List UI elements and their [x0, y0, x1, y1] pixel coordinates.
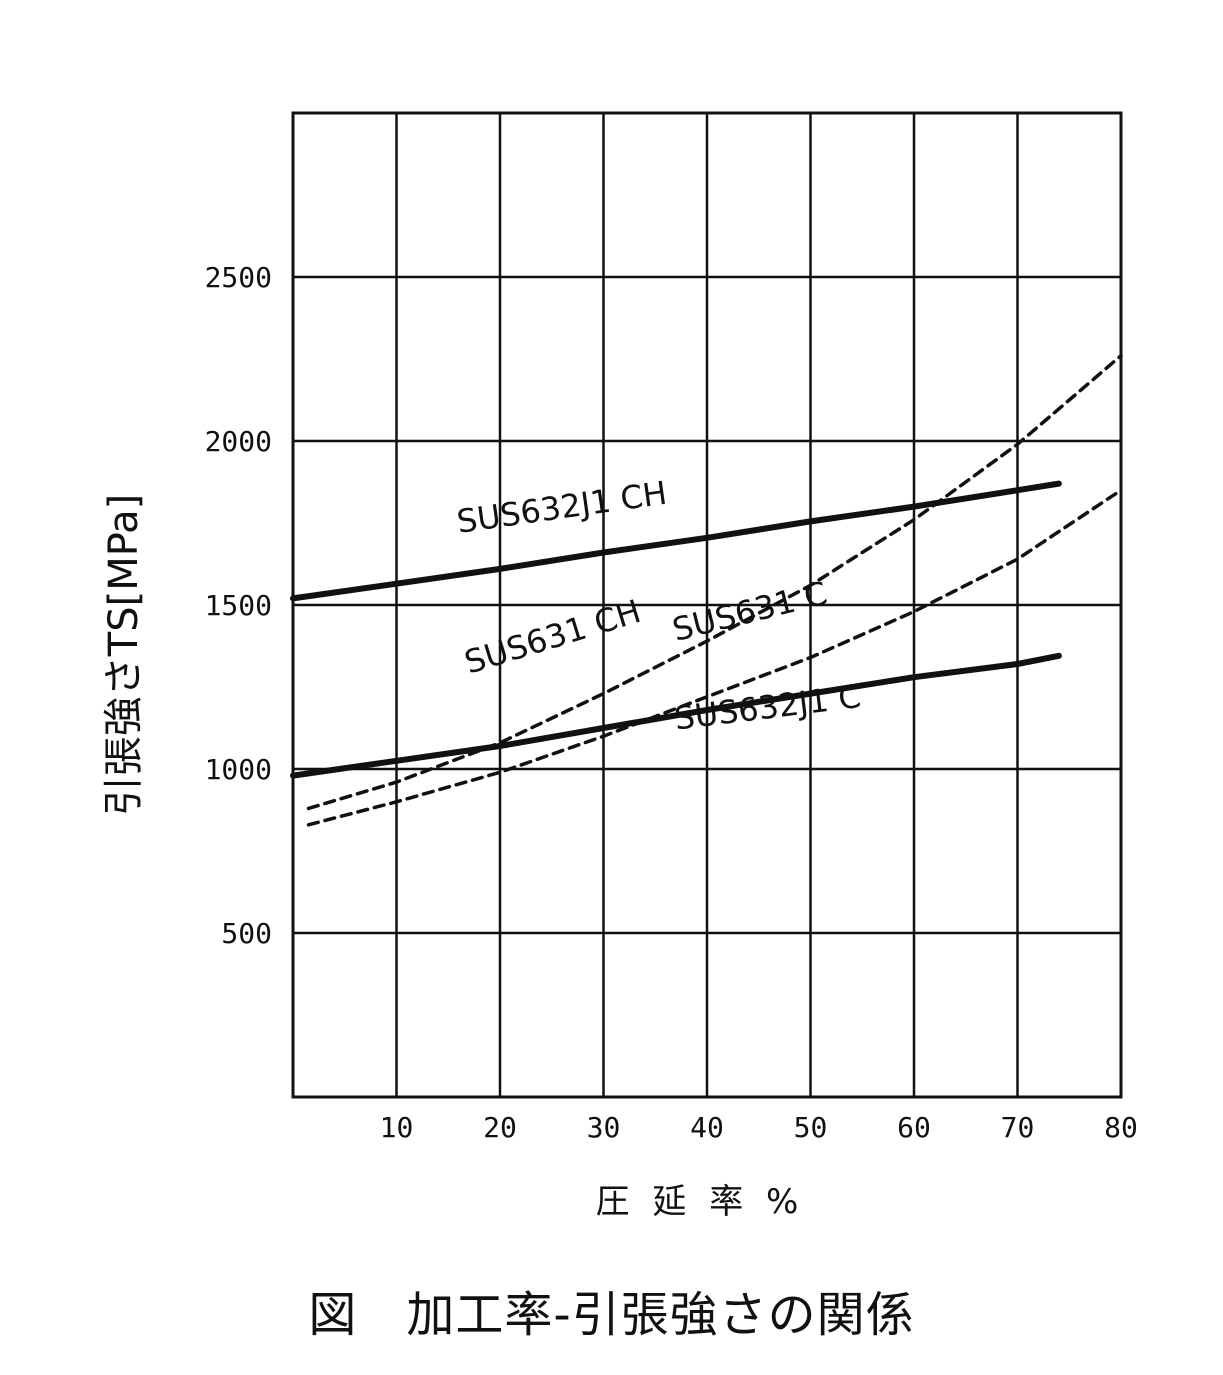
y-axis-label: 引張強さTS[MPa]	[101, 494, 147, 816]
x-tick-label: 50	[794, 1111, 828, 1144]
series-line	[290, 652, 1062, 779]
figure-caption: 図 加工率-引張強さの関係	[308, 1287, 915, 1343]
chart: 10 20 30 40 50 60 70 80 500 1000 1500 2000 2500 SUS6…	[101, 111, 1138, 1222]
plot-frame	[291, 111, 1123, 1099]
y-tick-label: 2500	[205, 261, 272, 294]
x-axis-label: 圧 延 率 %	[596, 1182, 805, 1222]
y-tick-label: 1000	[205, 753, 272, 786]
series-label: SUS631 C	[669, 574, 831, 649]
grid	[293, 113, 1123, 1097]
series-line	[306, 488, 1123, 827]
y-tick-label: 2000	[205, 425, 272, 458]
series-line	[306, 353, 1123, 811]
series-label: SUS632J1 CH	[454, 474, 669, 541]
x-tick-label: 40	[690, 1111, 724, 1144]
y-tick-label: 1500	[205, 589, 272, 622]
x-tick-label: 70	[1001, 1111, 1035, 1144]
y-tick-label: 500	[221, 917, 272, 950]
x-tick-label: 10	[380, 1111, 414, 1144]
x-tick-label: 60	[897, 1111, 931, 1144]
x-tick-label: 80	[1104, 1111, 1138, 1144]
series-label: SUS632J1 C	[672, 677, 863, 738]
x-tick-label: 30	[587, 1111, 621, 1144]
series-line	[290, 480, 1062, 602]
ticks-layer: 10 20 30 40 50 60 70 80 500 1000 1500 2000 2500	[205, 261, 1138, 1144]
x-tick-label: 20	[483, 1111, 517, 1144]
series-layer	[290, 353, 1123, 827]
